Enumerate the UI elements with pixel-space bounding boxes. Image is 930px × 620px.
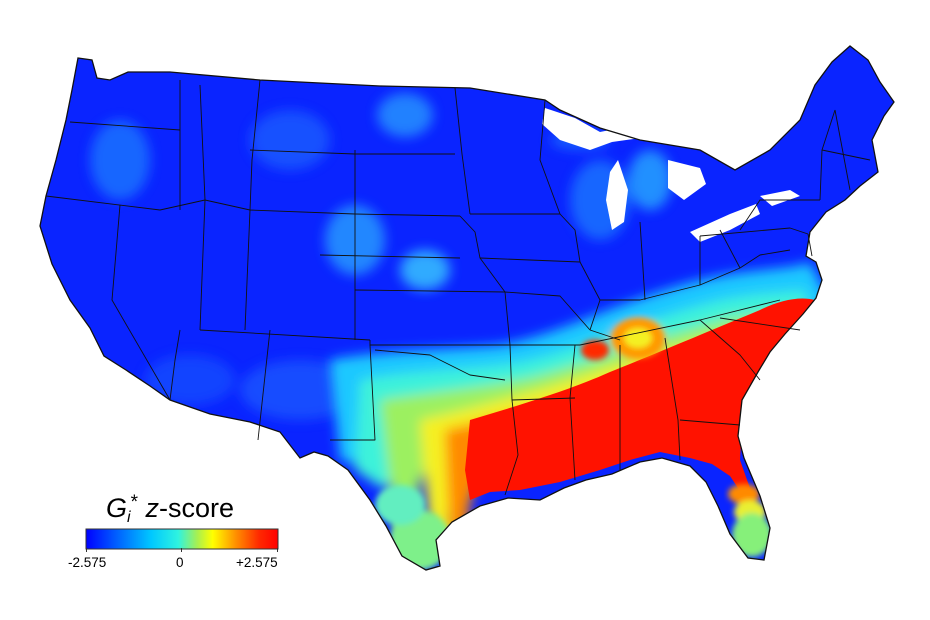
legend-tick-min [86, 548, 87, 552]
legend-max-label: +2.575 [236, 555, 278, 570]
legend-title-symbol: G [106, 493, 128, 523]
legend-title-subscript: i [127, 509, 131, 526]
legend-title-rest: -score [159, 493, 235, 523]
legend-title-superscript: * [130, 492, 138, 513]
legend-title-variable: z [145, 493, 160, 523]
state-borders [45, 79, 871, 496]
legend-tick-max [277, 548, 278, 552]
legend-min-label: -2.575 [68, 555, 107, 570]
legend-tick-mid [181, 548, 182, 552]
legend-mid-label: 0 [176, 555, 184, 570]
legend-title: Gi* z-score [106, 492, 234, 527]
legend-color-bar [85, 528, 279, 550]
legend: Gi* z-score -2.575 0 +2.575 [68, 492, 298, 582]
